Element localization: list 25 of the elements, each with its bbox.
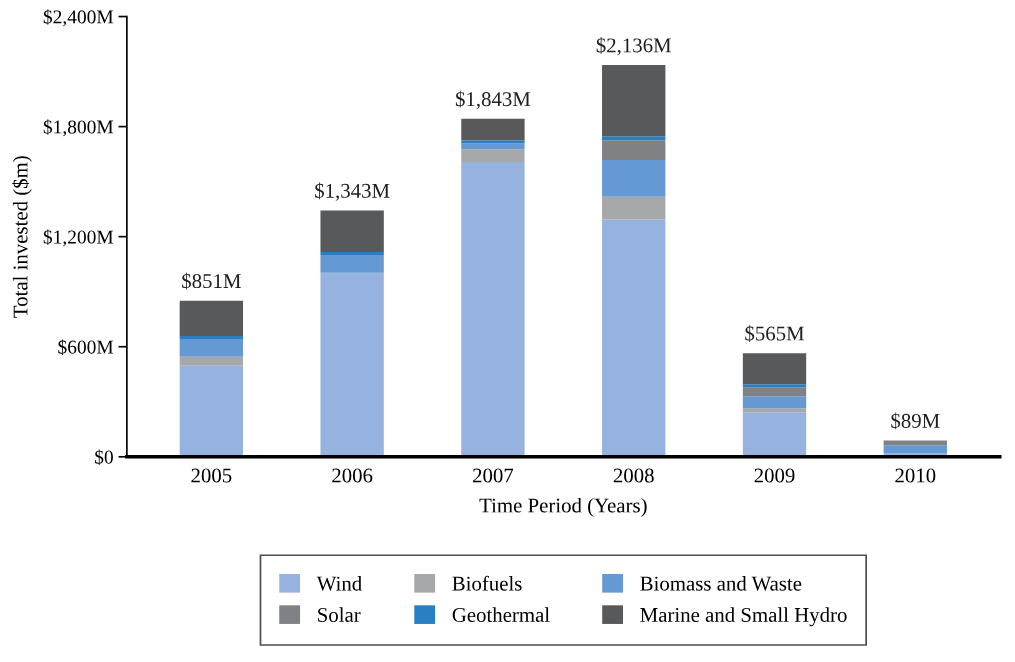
x-tick-label: 2007	[473, 468, 514, 483]
legend-label: Marine and Small Hydro	[640, 607, 847, 627]
x-axis-title: Time Period (Years)	[479, 497, 647, 517]
y-tick-label: $1,200M	[43, 229, 114, 247]
total-label: $2,136M	[596, 37, 672, 56]
x-tick-label: 2010	[895, 468, 936, 483]
x-tick-label: 2006	[332, 468, 373, 483]
total-label: $851M	[182, 272, 241, 290]
legend-label: Biofuels	[452, 575, 522, 591]
total-label: $89M	[891, 412, 940, 430]
y-tick-label: $600M	[58, 339, 114, 355]
legend-label: Geothermal	[452, 607, 550, 622]
total-label: $1,343M	[315, 182, 390, 201]
x-tick-label: 2008	[613, 468, 654, 483]
y-tick-label: $2,400M	[43, 9, 114, 27]
legend-label: Wind	[316, 575, 362, 591]
total-label: $1,843M	[455, 90, 531, 110]
x-tick-label: 2005	[191, 468, 232, 483]
x-tick-label: 2009	[754, 468, 795, 483]
y-tick-label: $0	[95, 449, 113, 466]
legend-label: Solar	[318, 607, 361, 622]
y-axis-title: Total invested ($m)	[12, 156, 32, 318]
total-label: $565M	[745, 325, 804, 342]
legend-label: Biomass and Waste	[640, 575, 802, 591]
y-tick-label: $1,800M	[43, 119, 114, 137]
